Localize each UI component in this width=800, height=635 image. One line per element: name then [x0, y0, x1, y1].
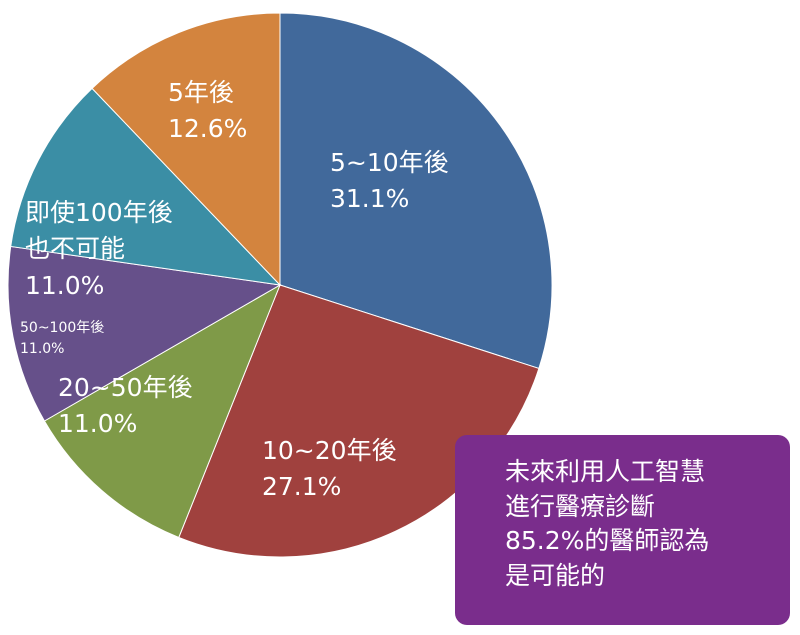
callout-line: 未來利用人工智慧: [505, 457, 706, 486]
value-label: 31.1%: [330, 184, 410, 214]
slice-label: 5~10年後 31.1%: [330, 145, 530, 218]
pie-slice: [178, 284, 540, 558]
value-label: 11.0%: [25, 270, 105, 300]
pie-slice: [279, 12, 553, 370]
category-label: 20~50年後: [58, 373, 193, 402]
pie-slice: [91, 12, 281, 287]
value-label: 27.1%: [262, 472, 342, 502]
pie-slice: [7, 245, 282, 422]
callout: 未來利用人工智慧 進行醫療診斷 85.2%的醫師認為 是可能的: [455, 435, 790, 625]
value-label: 11.0%: [20, 341, 65, 357]
category-label: 5~10年後: [330, 148, 449, 177]
callout-line: 進行醫療診斷: [505, 491, 656, 521]
category-label: 10~20年後: [262, 436, 397, 465]
value-label: 12.6%: [168, 114, 248, 144]
slice-label: 5年後 12.6%: [168, 75, 318, 148]
slice-label: 20~50年後 11.0%: [58, 370, 258, 443]
slice-label: 10~20年後 27.1%: [262, 433, 462, 506]
slice-label: 50~100年後 11.0%: [20, 318, 160, 360]
category-label: 即使100年後也不可能: [25, 198, 173, 264]
callout-line: 是可能的: [505, 560, 606, 590]
pie-slice: [10, 87, 282, 286]
callout-line: 85.2%的醫師認為: [505, 526, 710, 555]
category-label: 50~100年後: [20, 320, 105, 336]
category-label: 5年後: [168, 78, 234, 107]
value-label: 11.0%: [58, 409, 138, 439]
pie-slice: [43, 283, 282, 539]
slice-label: 即使100年後也不可能 11.0%: [25, 195, 195, 304]
